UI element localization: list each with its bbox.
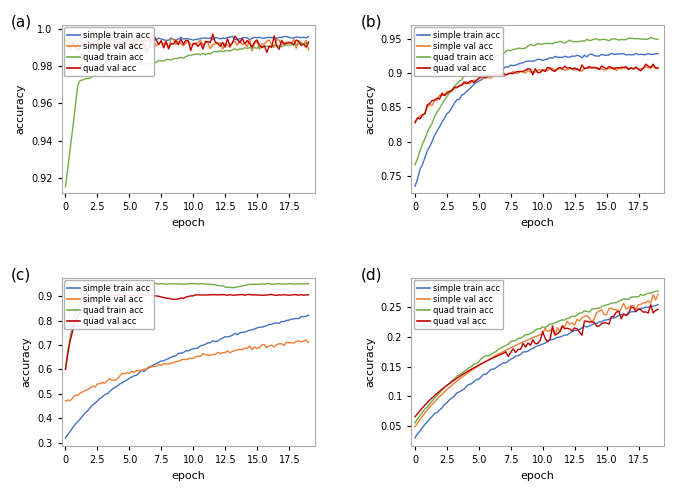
Text: (c): (c)	[11, 268, 32, 283]
X-axis label: epoch: epoch	[171, 471, 206, 481]
Legend: simple train acc, simple val acc, quad train acc, quad val acc: simple train acc, simple val acc, quad t…	[64, 27, 153, 76]
Text: (a): (a)	[11, 15, 32, 30]
Legend: simple train acc, simple val acc, quad train acc, quad val acc: simple train acc, simple val acc, quad t…	[414, 27, 503, 76]
X-axis label: epoch: epoch	[171, 218, 206, 228]
Text: (b): (b)	[360, 15, 382, 30]
Y-axis label: accuracy: accuracy	[16, 84, 25, 134]
Y-axis label: accuracy: accuracy	[365, 337, 375, 387]
Legend: simple train acc, simple val acc, quad train acc, quad val acc: simple train acc, simple val acc, quad t…	[64, 280, 153, 329]
X-axis label: epoch: epoch	[521, 218, 555, 228]
Text: (d): (d)	[360, 268, 382, 283]
Y-axis label: accuracy: accuracy	[22, 337, 32, 387]
X-axis label: epoch: epoch	[521, 471, 555, 481]
Y-axis label: accuracy: accuracy	[365, 84, 375, 134]
Legend: simple train acc, simple val acc, quad train acc, quad val acc: simple train acc, simple val acc, quad t…	[414, 280, 503, 329]
